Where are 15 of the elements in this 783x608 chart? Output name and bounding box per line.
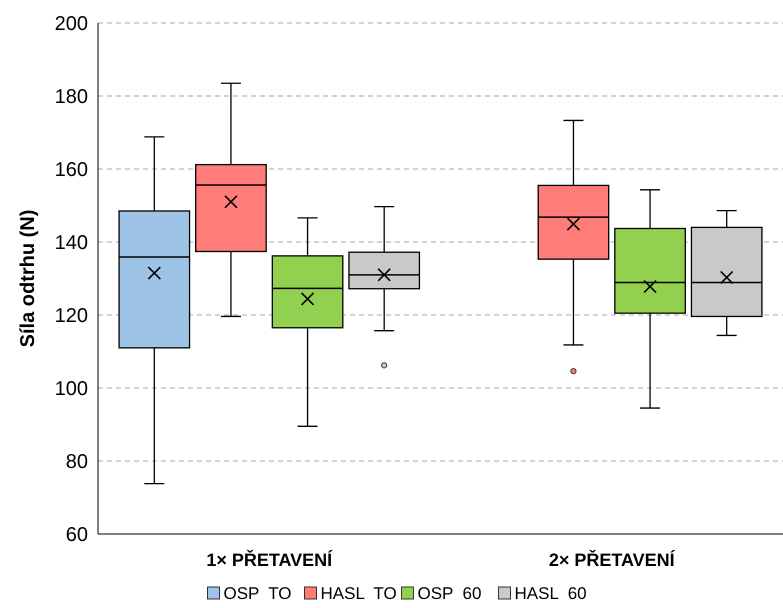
y-axis-title: Síla odtrhu (N) [17,210,39,348]
y-tick-label: 60 [66,524,88,546]
y-tick-label: 120 [54,305,88,327]
y-tick-label: 140 [54,232,88,254]
legend-label: OSP 60 [418,584,482,603]
y-tick-label: 160 [54,159,88,181]
x-tick-label: 1× PŘETAVENÍ [206,549,334,570]
y-tick-label: 180 [54,86,88,108]
y-tick-label: 80 [66,451,88,473]
y-tick-label: 200 [54,13,88,35]
legend-label: HASL TO [320,584,397,603]
legend-label: OSP TO [224,584,292,603]
y-tick-label: 100 [54,378,88,400]
legend-label: HASL 60 [514,584,587,603]
x-tick-label: 2× PŘETAVENÍ [548,549,676,570]
